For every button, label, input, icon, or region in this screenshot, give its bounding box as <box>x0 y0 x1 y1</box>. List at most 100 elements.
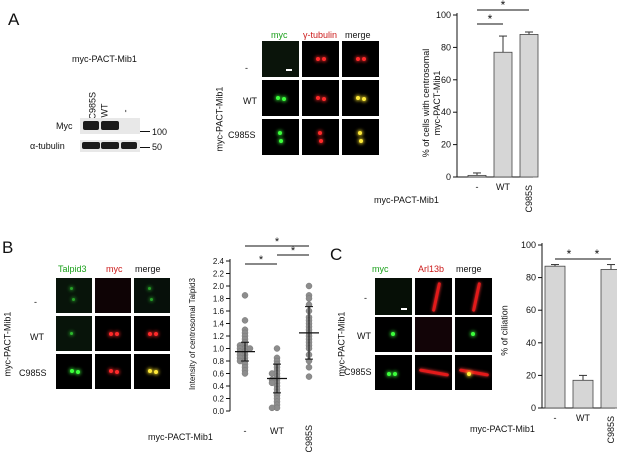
y-tick-label: 0.6 <box>213 370 225 379</box>
c-tile-arl-neg <box>415 278 452 315</box>
b-tile-t3-neg <box>56 278 92 313</box>
panel-a-label: A <box>8 10 20 29</box>
b-tile-myc-neg <box>95 278 131 313</box>
bar <box>519 34 539 178</box>
a-tile-gtub-wt <box>302 80 339 116</box>
a-row-neg: - <box>245 63 248 73</box>
chart-c: 0 20 40 60 80 100 - WT C985S * * <box>521 240 617 444</box>
b-col-merge: merge <box>135 264 161 274</box>
significance-star: * <box>275 236 280 248</box>
blot-title: myc-PACT-Mib1 <box>72 54 137 64</box>
b-tile-merge-wt <box>134 316 170 351</box>
y-tick-label: 0 <box>531 403 536 413</box>
c-col-merge: merge <box>456 264 482 274</box>
x-tick-label: - <box>554 413 557 423</box>
y-tick-label: 40 <box>526 338 536 348</box>
y-tick-label: 0.4 <box>213 382 225 391</box>
a-tile-merge-c985s <box>342 119 379 155</box>
y-tick-label: 20 <box>441 140 451 150</box>
x-tick-label: C985S <box>524 185 534 213</box>
blot-myc-strip <box>80 118 140 134</box>
y-tick-label: 60 <box>526 305 536 315</box>
panel-b-label: B <box>2 238 14 257</box>
c-tile-arl-c985s <box>415 355 452 390</box>
b-tile-t3-c985s <box>56 354 92 389</box>
bar <box>572 379 594 409</box>
a-col-merge: merge <box>345 30 371 40</box>
blot-lane-wt: WT <box>99 103 110 118</box>
y-tick-label: 40 <box>441 107 451 117</box>
marker-100: 100 <box>152 127 168 137</box>
c-row-wt: WT <box>357 331 371 341</box>
c-col-arl13b: Arl13b <box>418 264 445 274</box>
significance-star: * <box>501 0 506 12</box>
marker-tick-50 <box>140 147 150 148</box>
c-row-neg: - <box>364 293 367 303</box>
data-point <box>305 282 313 290</box>
blot-row-myc: Myc <box>56 121 73 131</box>
y-tick-label: 1.0 <box>213 345 225 354</box>
a-row-c985s: C985S <box>228 130 256 140</box>
data-point <box>305 295 313 302</box>
y-tick-label: 60 <box>441 75 451 85</box>
chart-a-ylabel: % of cells with centrosomal myc-PACT-Mib… <box>421 48 442 158</box>
a-tile-myc-c985s <box>262 119 299 155</box>
chart-b: 0.0 0.2 0.4 0.6 0.8 1.0 1.2 1.4 1.6 1.8 2.0 2.2 2.4 -… <box>213 236 319 453</box>
b-row-neg: - <box>34 297 37 307</box>
y-tick-label: 1.8 <box>213 295 225 304</box>
data-point <box>241 370 249 377</box>
b-row-wt: WT <box>30 332 44 342</box>
y-tick-label: 20 <box>526 370 536 380</box>
x-tick-label: C985S <box>304 425 314 453</box>
bar <box>600 269 617 409</box>
a-tile-merge-wt <box>342 80 379 116</box>
data-point <box>273 345 281 352</box>
significance-star: * <box>567 247 572 261</box>
chart-b-ylabel: Intensity of centrosomal Talpid3 <box>188 278 197 390</box>
a-tile-gtub-neg <box>302 41 339 77</box>
x-tick-label: - <box>244 426 247 436</box>
chart-b-group-label: myc-PACT-Mib1 <box>148 432 213 442</box>
c-tile-myc-neg <box>375 278 412 315</box>
a-tile-myc-wt <box>262 80 299 116</box>
bar <box>467 174 487 178</box>
blot-lane-neg: - <box>120 109 131 113</box>
c-tile-merge-wt <box>455 317 492 352</box>
y-tick-label: 80 <box>441 42 451 52</box>
bar <box>544 265 566 409</box>
a-tile-gtub-c985s <box>302 119 339 155</box>
y-tick-label: 2.0 <box>213 282 225 291</box>
c-col-myc: myc <box>372 264 389 274</box>
significance-star: * <box>259 254 264 266</box>
y-tick-label: 1.2 <box>213 332 225 341</box>
panel-c-label: C <box>330 245 343 264</box>
c-tile-arl-wt <box>415 317 452 352</box>
a-col-gtubulin: γ-tubulin <box>303 30 338 40</box>
b-tile-myc-c985s <box>95 354 131 389</box>
b-col-talpid3: Talpid3 <box>58 264 87 274</box>
y-tick-label: 0.2 <box>213 395 225 404</box>
data-point <box>241 317 249 324</box>
b-row-c985s: C985S <box>19 368 47 378</box>
y-tick-label: 80 <box>526 273 536 283</box>
x-tick-label: C985S <box>606 416 616 444</box>
bar <box>493 51 513 178</box>
y-tick-label: 0 <box>446 172 451 182</box>
a-tile-myc-neg <box>262 41 299 77</box>
data-point <box>305 373 313 380</box>
b-col-myc: myc <box>106 264 123 274</box>
significance-star: * <box>488 12 493 26</box>
data-point <box>241 292 249 299</box>
x-tick-label: WT <box>576 413 590 423</box>
b-tile-merge-c985s <box>134 354 170 389</box>
y-tick-label: 100 <box>436 10 451 20</box>
c-tile-myc-c985s <box>375 355 412 390</box>
x-tick-label: - <box>476 182 479 192</box>
a-row-title: myc-PACT-Mib1 <box>214 86 225 152</box>
chart-a-group-label: myc-PACT-Mib1 <box>374 195 439 205</box>
c-tile-merge-neg <box>455 278 492 315</box>
significance-star: * <box>595 247 600 261</box>
marker-tick-100 <box>140 131 150 132</box>
blot-lane-c985s: C985S <box>87 91 98 120</box>
b-row-title: myc-PACT-Mib1 <box>2 311 13 377</box>
